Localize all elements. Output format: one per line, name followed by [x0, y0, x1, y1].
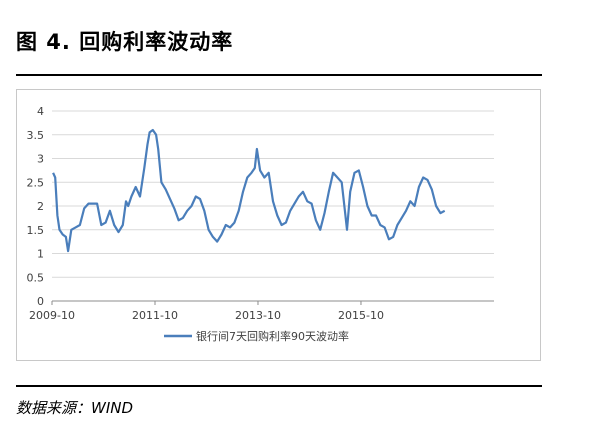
chart-frame: 0 0.5 1 1.5 2 2.5 3 3.5 4 2009-10 2011-10 2013-10 2… — [16, 89, 541, 361]
y-tick-label: 2.5 — [27, 176, 45, 189]
series-line — [52, 128, 446, 253]
legend-label: 银行间7天回购利率90天波动率 — [196, 329, 349, 343]
y-tick-label: 0.5 — [27, 271, 45, 284]
figure-title: 图 4. 回购利率波动率 — [16, 30, 234, 54]
y-tick-label: 1.5 — [27, 224, 45, 237]
x-axis-ticks: 2009-10 2011-10 2013-10 2015-10 — [29, 301, 384, 322]
y-tick-label: 1 — [37, 248, 44, 261]
series-layer — [52, 128, 446, 253]
x-tick-label: 2011-10 — [132, 309, 178, 322]
y-tick-label: 3 — [37, 153, 44, 166]
y-tick-label: 4 — [37, 105, 44, 118]
y-tick-label: 3.5 — [27, 129, 45, 142]
source-note: 数据来源：WIND — [16, 399, 134, 417]
x-tick-label: 2009-10 — [29, 309, 75, 322]
x-tick-label: 2013-10 — [235, 309, 281, 322]
line-chart: 00.511.522.533.54 2009-10 2011-10 2013-10 2… — [16, 89, 541, 361]
legend: 银行间7天回购利率90天波动率 — [164, 329, 349, 343]
top-rule — [16, 74, 542, 76]
x-tick-label: 2015-10 — [338, 309, 384, 322]
y-tick-label: 0 — [37, 295, 44, 308]
bottom-rule — [16, 385, 542, 387]
y-tick-label: 2 — [37, 200, 44, 213]
y-axis-ticks: 0 0.5 1 1.5 2 2.5 3 3.5 4 — [27, 105, 45, 308]
